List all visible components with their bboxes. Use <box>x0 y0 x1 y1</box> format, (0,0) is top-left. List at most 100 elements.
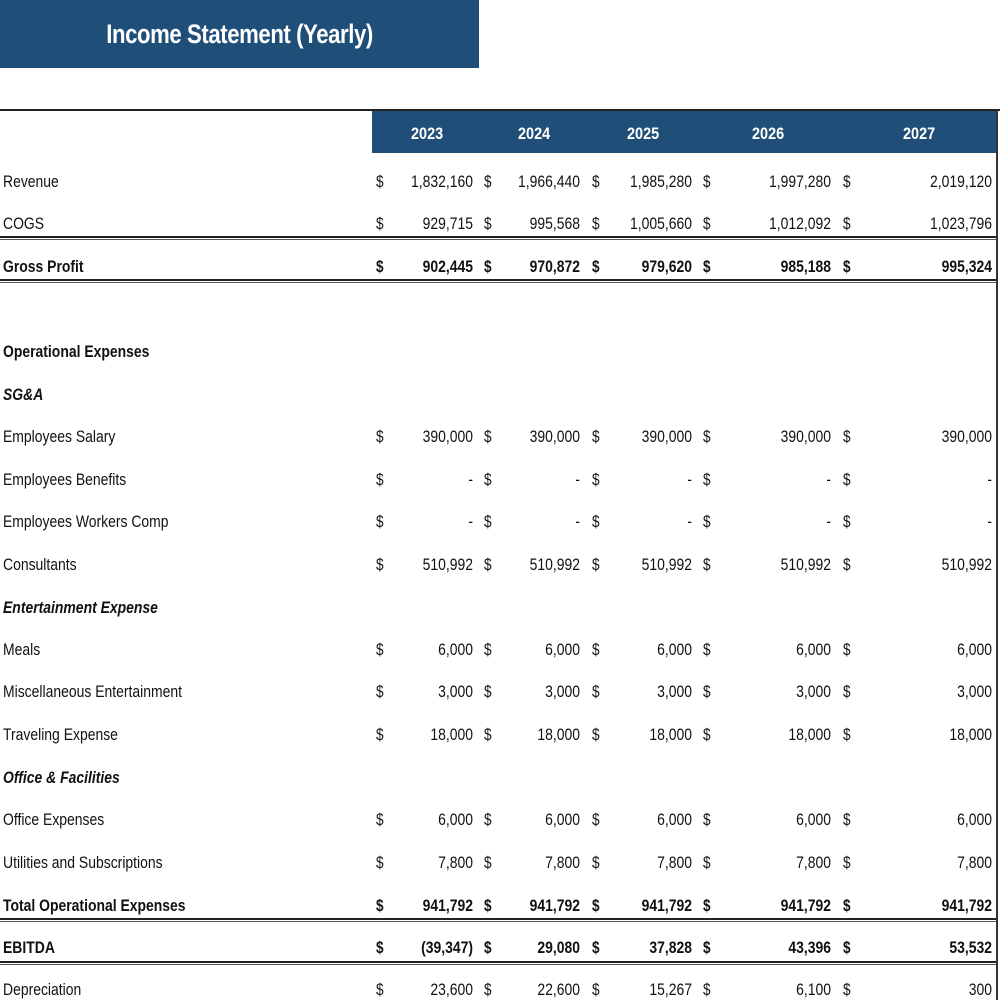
row-label: COGS <box>3 214 45 233</box>
currency-symbol: $ <box>843 853 851 872</box>
cell-value-2025: 15,267 <box>649 980 692 999</box>
cell-value-2026: 1,997,280 <box>768 172 831 191</box>
row-label: Meals <box>3 640 41 659</box>
currency-symbol: $ <box>484 172 492 191</box>
currency-symbol: $ <box>484 470 492 489</box>
currency-symbol: $ <box>703 172 711 191</box>
cell-value-2024: 941,792 <box>529 896 580 915</box>
currency-symbol: $ <box>703 682 711 701</box>
cell-value-2023: 6,000 <box>438 640 473 659</box>
table-row: Depreciation $23,600 $22,600 $15,267 $6,100 $… <box>0 975 996 1005</box>
currency-symbol: $ <box>484 725 492 744</box>
cell-value-2024: 6,000 <box>545 640 580 659</box>
cell-value-2027: - <box>987 470 992 489</box>
cell-value-2025: 510,992 <box>641 555 692 574</box>
currency-symbol: $ <box>592 214 600 233</box>
cell-value-2025: 1,985,280 <box>629 172 692 191</box>
currency-symbol: $ <box>484 682 492 701</box>
currency-symbol: $ <box>703 640 711 659</box>
cell-value-2027: 995,324 <box>941 257 992 276</box>
year-header-2023: 2023 <box>411 124 444 143</box>
cell-value-2023: 7,800 <box>438 853 473 872</box>
rule-above-gross-profit <box>0 236 996 240</box>
table-row: EBITDA $ (39,347) $29,080 $37,828 $43,396 $53,… <box>0 933 996 963</box>
cell-value-2026: 390,000 <box>780 427 831 446</box>
currency-symbol: $ <box>376 470 384 489</box>
rule-below-ebitda <box>0 961 996 965</box>
currency-symbol: $ <box>484 938 492 957</box>
year-header-2025: 2025 <box>627 124 660 143</box>
currency-symbol: $ <box>843 257 851 276</box>
currency-symbol: $ <box>592 427 600 446</box>
table-row: Operational Expenses <box>0 337 996 367</box>
table-row: Office Expenses $6,000 $6,000 $6,000 $6,000 $… <box>0 805 996 835</box>
year-header-band <box>372 111 996 153</box>
cell-value-2025: 1,005,660 <box>629 214 692 233</box>
cell-value-2026: 7,800 <box>796 853 831 872</box>
cell-value-2024: 510,992 <box>529 555 580 574</box>
currency-symbol: $ <box>843 470 851 489</box>
currency-symbol: $ <box>592 938 600 957</box>
cell-value-2024: 390,000 <box>529 427 580 446</box>
cell-value-2027: 53,532 <box>949 938 992 957</box>
currency-symbol: $ <box>592 555 600 574</box>
currency-symbol: $ <box>592 853 600 872</box>
table-top-border <box>0 109 1000 111</box>
currency-symbol: $ <box>376 640 384 659</box>
currency-symbol: $ <box>592 725 600 744</box>
currency-symbol: $ <box>484 853 492 872</box>
currency-symbol: $ <box>484 980 492 999</box>
cell-value-2024: 3,000 <box>545 682 580 701</box>
currency-symbol: $ <box>703 725 711 744</box>
cell-value-2024: 970,872 <box>529 257 580 276</box>
cell-value-2027: 510,992 <box>941 555 992 574</box>
cell-value-2026: 18,000 <box>788 725 831 744</box>
table-row: Entertainment Expense <box>0 593 996 623</box>
cell-value-2023: 23,600 <box>430 980 473 999</box>
row-label: Office & Facilities <box>3 768 120 787</box>
cell-value-2025: - <box>687 470 692 489</box>
row-label: Depreciation <box>3 980 82 999</box>
cell-value-2023: 1,832,160 <box>410 172 473 191</box>
cell-value-2025: 18,000 <box>649 725 692 744</box>
rule-above-ebitda <box>0 918 996 922</box>
cell-value-2026: 3,000 <box>796 682 831 701</box>
cell-value-2023: - <box>468 512 473 531</box>
currency-symbol: $ <box>376 512 384 531</box>
cell-value-2027: 390,000 <box>941 427 992 446</box>
currency-symbol: $ <box>843 512 851 531</box>
cell-value-2024: - <box>575 512 580 531</box>
table-row: COGS $929,715 $995,568 $1,005,660 $1,012,092… <box>0 209 996 239</box>
currency-symbol: $ <box>703 938 711 957</box>
currency-symbol: $ <box>843 555 851 574</box>
cell-value-2023: - <box>468 470 473 489</box>
table-row: Total Operational Expenses $941,792 $941,7… <box>0 891 996 921</box>
currency-symbol: $ <box>592 512 600 531</box>
currency-symbol: $ <box>592 640 600 659</box>
cell-value-2026: - <box>826 512 831 531</box>
year-header-2027: 2027 <box>903 124 936 143</box>
currency-symbol: $ <box>376 810 384 829</box>
cell-value-2027: 7,800 <box>957 853 992 872</box>
cell-value-2026: 510,992 <box>780 555 831 574</box>
cell-value-2025: 6,000 <box>657 810 692 829</box>
cell-value-2023: 941,792 <box>422 896 473 915</box>
cell-value-2026: 941,792 <box>780 896 831 915</box>
currency-symbol: $ <box>703 512 711 531</box>
row-label: Miscellaneous Entertainment <box>3 682 182 701</box>
cell-value-2024: 29,080 <box>537 938 580 957</box>
currency-symbol: $ <box>703 853 711 872</box>
currency-symbol: $ <box>843 725 851 744</box>
table-row: Traveling Expense $18,000 $18,000 $18,000 $1… <box>0 720 996 750</box>
currency-symbol: $ <box>592 172 600 191</box>
currency-symbol: $ <box>703 470 711 489</box>
rule-below-gross-profit <box>0 279 996 283</box>
row-label: Utilities and Subscriptions <box>3 853 163 872</box>
currency-symbol: $ <box>484 640 492 659</box>
table-row: Revenue $1,832,160 $1,966,440 $1,985,280 $1,… <box>0 167 996 197</box>
currency-symbol: $ <box>592 896 600 915</box>
currency-symbol: $ <box>484 810 492 829</box>
row-label: EBITDA <box>3 938 55 957</box>
currency-symbol: $ <box>484 555 492 574</box>
currency-symbol: $ <box>376 427 384 446</box>
